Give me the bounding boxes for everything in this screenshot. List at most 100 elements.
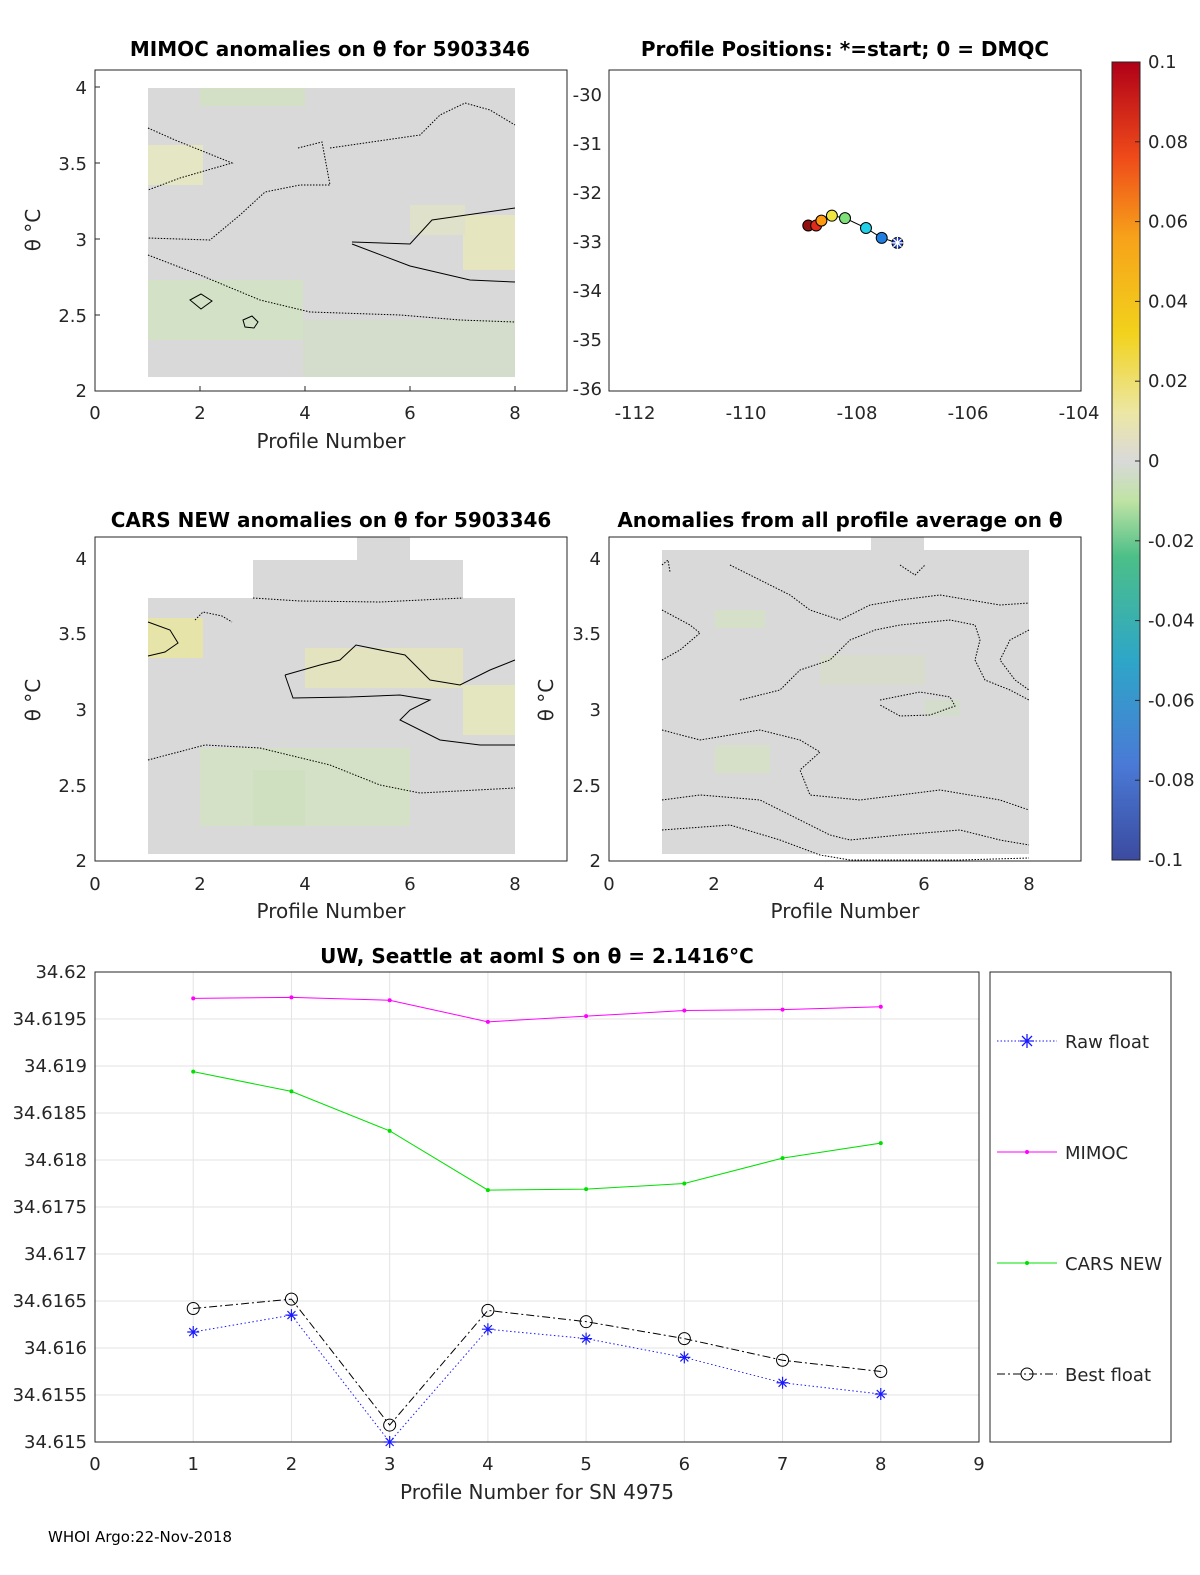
y-tick-label: 2 [76,381,87,402]
legend-label-raw: Raw float [1065,1032,1149,1053]
x-tick-label: 2 [194,874,205,895]
salinity-title: UW, Seattle at aoml S on θ = 2.1416°C [320,944,754,968]
colorbar: 0.1 0.08 0.06 0.04 0.02 0 -0.02 -0.04 -0.06 -0.08… [1111,52,1195,871]
mimoc-tint-patches [148,88,515,377]
x-tick-label: 5 [580,1454,591,1475]
best-float-point [383,1418,397,1432]
y-tick-label: 3.5 [58,624,87,645]
cars-axes-frame [94,536,568,862]
salinity-y-ticks: 34.615 34.6155 34.616 34.6165 34.617 34.6175 3… [13,962,87,1453]
y-tick-label: 34.618 [24,1150,87,1171]
profile-position-point [859,222,872,235]
raw-float-point [285,1309,298,1322]
cars-field-top [357,537,410,562]
tint-patch [253,770,305,826]
tint-patch [463,215,515,270]
avg-title: Anomalies from all profile average on θ [617,508,1062,532]
avg-x-ticks: 0 2 4 6 8 [603,874,1034,895]
avg-panel: Anomalies from all profile average on θ … [534,508,1082,923]
cars-field-top [253,560,463,600]
avg-x-label: Profile Number [771,899,921,923]
raw-float-point [678,1351,691,1364]
x-tick-label: 7 [777,1454,788,1475]
y-tick-label: 34.6195 [13,1009,87,1030]
salinity-series [186,995,888,1448]
cars-new-point [878,1141,883,1146]
y-tick-label: 3.5 [572,624,601,645]
contour-line [147,621,179,657]
positions-title: Profile Positions: *=start; 0 = DMQC [641,37,1049,61]
x-tick-label: 6 [918,874,929,895]
best-float-point [481,1303,495,1317]
contour-line [351,243,516,283]
contour-line [147,744,516,794]
avg-field-top [871,537,924,552]
mimoc-tick-marks [95,86,516,391]
raw-float-point [776,1376,789,1389]
x-tick-label: 2 [286,1454,297,1475]
contour-line [194,611,233,623]
contour-line [729,564,1030,621]
x-tick-label: 2 [708,874,719,895]
contour-line [147,254,516,323]
cars-new-point [485,1188,490,1193]
contour-line [147,127,234,191]
y-tick-label: 34.617 [24,1244,87,1265]
x-tick-label: -108 [837,403,878,424]
x-tick-label: 1 [187,1454,198,1475]
legend-item-mimoc: MIMOC [997,1143,1128,1164]
mimoc-y-label: θ °C [21,209,45,252]
y-tick-label: 3 [590,700,601,721]
y-tick-label: 3 [76,230,87,251]
legend-marker-cars [1025,1261,1029,1265]
salinity-axes-frame [94,971,980,1443]
legend-marker-mimoc [1025,1150,1029,1154]
avg-tint-patches [715,610,960,773]
mimoc-x-label: Profile Number [257,429,407,453]
contour-line [661,559,671,573]
x-tick-label: 4 [299,403,310,424]
y-tick-label: -34 [573,281,602,302]
colorbar-tick-label: -0.06 [1148,690,1195,711]
mimoc-contours [147,102,516,329]
cars-x-label: Profile Number [257,899,407,923]
contour-line [661,824,1030,861]
best-float-point [776,1353,790,1367]
contour-line [252,597,464,603]
contour-line [661,609,701,661]
best-float-point [579,1315,593,1329]
cars-new-point [387,1128,392,1133]
cars-new-line [193,1071,881,1191]
x-tick-label: 4 [482,1454,493,1475]
x-tick-label: 2 [194,403,205,424]
y-tick-label: 34.619 [24,1056,87,1077]
mimoc-point [878,1004,883,1009]
mimoc-title: MIMOC anomalies on θ for 5903346 [130,37,530,61]
y-tick-label: -31 [573,134,602,155]
best-float-point [186,1302,200,1316]
raw-float-point [187,1326,200,1339]
y-tick-label: 2.5 [58,306,87,327]
legend-item-raw: Raw float [997,1032,1149,1053]
legend-item-cars: CARS NEW [997,1254,1162,1275]
colorbar-tick-label: 0 [1148,451,1159,472]
x-tick-label: 0 [89,403,100,424]
legend-marker-best [1020,1367,1034,1381]
legend: Raw float MIMOC CARS NEW Best float [989,971,1172,1443]
salinity-x-ticks: 0 1 2 3 4 5 6 7 8 9 [89,1454,984,1475]
y-tick-label: 34.6185 [13,1103,87,1124]
avg-y-ticks: 2 2.5 3 3.5 4 [572,549,601,872]
tint-patch [715,745,770,773]
x-tick-label: 6 [679,1454,690,1475]
x-tick-label: -110 [726,403,767,424]
tint-patch [715,610,765,628]
contour-line [242,315,259,329]
contour-line [351,207,516,245]
tint-patch [410,205,465,235]
profile-position-point [815,214,828,227]
tint-patch [463,685,515,735]
mimoc-line [193,996,881,1023]
tint-patch [148,145,203,185]
tint-patch [303,320,515,377]
contour-line [661,794,1030,846]
